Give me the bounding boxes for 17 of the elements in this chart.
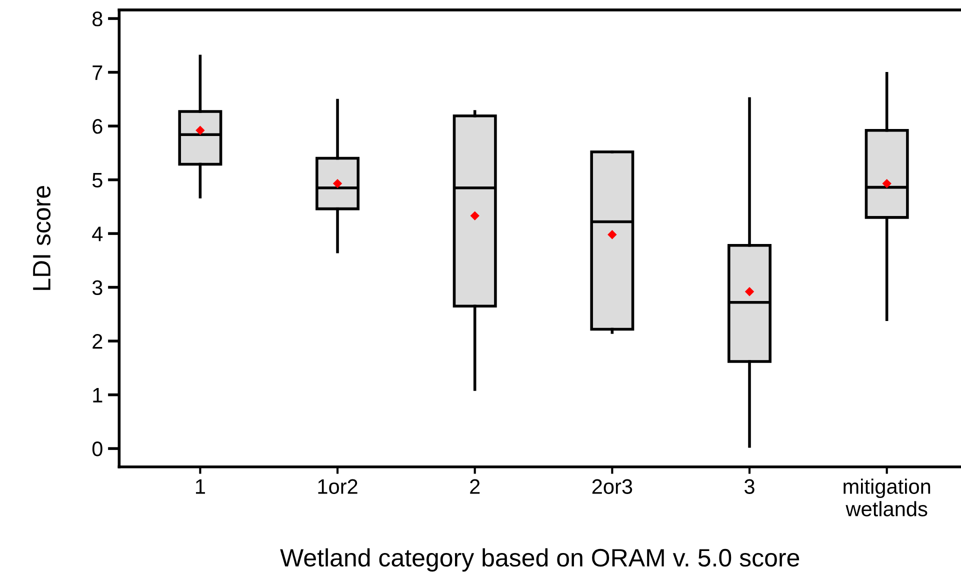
y-tick-label: 8	[92, 12, 102, 26]
y-tick-label: 5	[92, 173, 102, 188]
y-tick-label: 4	[92, 226, 103, 242]
y-tick-label: 6	[92, 119, 102, 134]
x-tick-label: 3	[744, 479, 754, 494]
x-tick-label: 1or2	[318, 479, 358, 494]
y-axis-title: LDI score	[33, 186, 51, 290]
x-axis-title: Wetland category based on ORAM v. 5.0 score	[280, 548, 800, 572]
y-tick-label: 7	[92, 66, 102, 80]
x-tick-label: 2	[470, 479, 480, 494]
y-tick-label: 0	[92, 442, 102, 456]
y-tick-label: 3	[92, 280, 102, 296]
x-tick-label: mitigation wetlands	[844, 478, 930, 516]
x-tick-label: 2or3	[592, 479, 632, 494]
y-tick-label: 1	[93, 388, 102, 402]
y-tick-label: 2	[92, 334, 102, 349]
x-tick-label: 1	[196, 479, 205, 494]
